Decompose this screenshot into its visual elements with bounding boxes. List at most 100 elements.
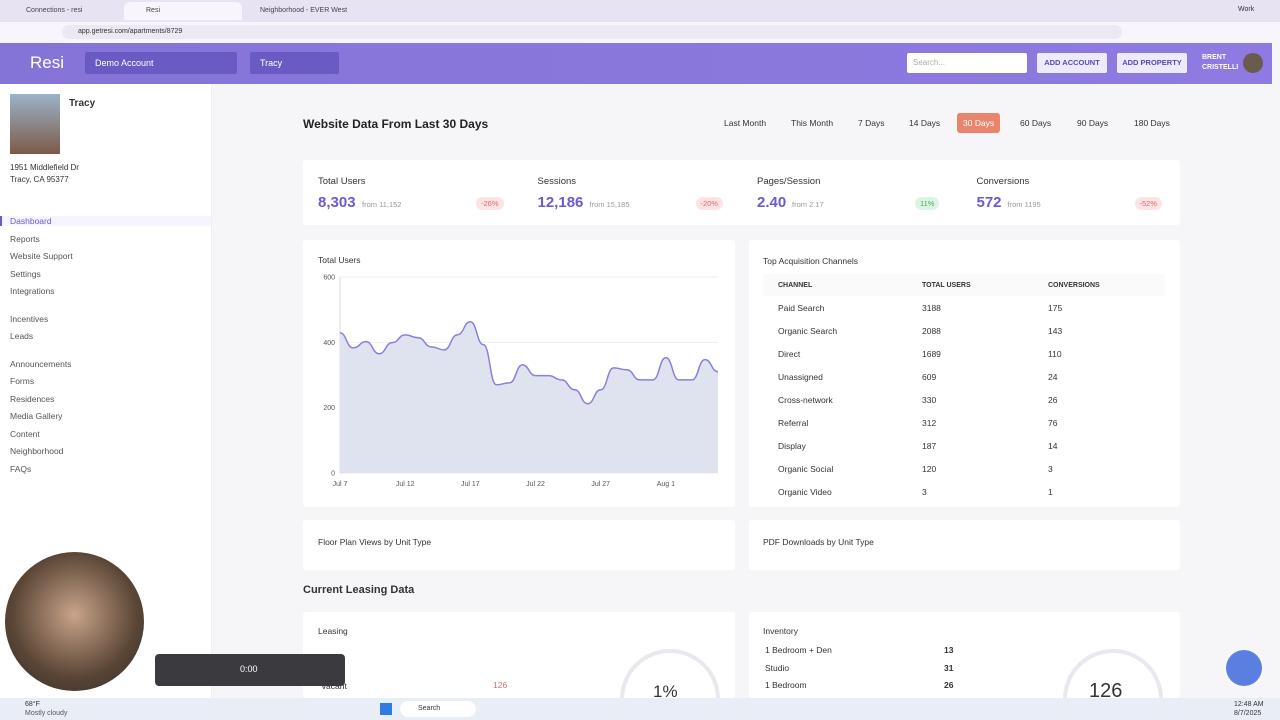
inventory-card: Inventory 126 1 Bedroom + Den 13 Studio 31 1…	[749, 612, 1180, 698]
column-header: TOTAL USERS	[922, 282, 971, 289]
cell: 3188	[922, 303, 941, 313]
kpi-from: from 2.17	[792, 200, 824, 209]
label: Vacant	[321, 681, 347, 691]
add-account[interactable]: ADD ACCOUNT	[1037, 53, 1107, 73]
address: 1951 Middlefield Dr	[10, 163, 79, 172]
date: 8/7/2025	[1234, 710, 1262, 717]
tab[interactable]: Connections - resi	[26, 7, 83, 14]
taskbar-search[interactable]: Search	[400, 701, 476, 717]
nav-item[interactable]: Incentives	[10, 313, 49, 324]
inventory-label: 1 Bedroom + Den	[765, 645, 832, 655]
range-button[interactable]: 60 Days	[1020, 118, 1052, 128]
address: Tracy, CA 95377	[10, 175, 69, 184]
cell: Unassigned	[778, 372, 823, 382]
gauge-label: 126	[1089, 680, 1123, 698]
kpi-value: 8,303	[318, 194, 356, 211]
chart: Total Users 0 200 400 600 Jul 7 Jul 12 Jul 17 J…	[318, 255, 719, 488]
range-button[interactable]: This Month	[791, 118, 834, 128]
column-header: CONVERSIONS	[1048, 282, 1100, 289]
inventory-value: 26	[944, 680, 954, 690]
nav-item[interactable]: FAQs	[10, 463, 32, 474]
chat-button[interactable]	[1226, 650, 1262, 686]
nav-item[interactable]: Media Gallery	[10, 411, 63, 421]
cell: Direct	[778, 349, 801, 359]
range-button[interactable]: Last Month	[724, 118, 767, 128]
card-title: PDF Downloads by Unit Type	[763, 537, 874, 547]
range-button[interactable]: 30 Days	[957, 113, 1001, 133]
cell: 26	[1048, 395, 1058, 405]
range-button[interactable]: 14 Days	[909, 118, 941, 128]
nav-item[interactable]: Settings	[10, 268, 41, 279]
cell: 110	[1048, 349, 1062, 359]
kpi-card: Total Users 8,303 from 11,152 -26% Sessions 1…	[303, 160, 1180, 225]
nav-item[interactable]: Leads	[10, 331, 34, 341]
cell: 76	[1048, 418, 1058, 428]
search[interactable]: Search...	[907, 53, 1027, 73]
kpi-value: 2.40	[757, 194, 787, 211]
range-button[interactable]: 7 Days	[858, 118, 885, 128]
nav-item[interactable]: Website Support	[10, 251, 73, 261]
nav-item[interactable]: Announcements	[10, 358, 72, 369]
kpi-value: 12,186	[537, 194, 584, 211]
user-last: CRISTELLI	[1202, 64, 1239, 71]
taskbar: 68°F Mostly cloudy Search 12:48 AM 8/7/2…	[0, 698, 1280, 720]
nav-item[interactable]: Residences	[10, 393, 55, 404]
cell: Organic Social	[778, 464, 834, 474]
avatar[interactable]	[1243, 53, 1263, 73]
add-property[interactable]: ADD PROPERTY	[1117, 53, 1187, 73]
cell: 3	[922, 487, 927, 497]
nav-item[interactable]: Dashboard	[0, 216, 211, 226]
range-button[interactable]: 90 Days	[1077, 118, 1109, 128]
cell: Organic Video	[778, 487, 832, 497]
cell: 3	[1048, 464, 1053, 474]
tab-bar: Connections - resi Resi Neighborhood - E…	[0, 0, 1280, 32]
cell: Display	[778, 441, 806, 451]
start[interactable]	[380, 703, 392, 715]
nav-item[interactable]: Forms	[10, 376, 35, 386]
gauge-label: 1%	[653, 682, 678, 698]
temp: 68°F	[25, 701, 40, 708]
kpi-change: -26%	[476, 197, 504, 210]
y-tick-label: 600	[323, 275, 335, 282]
inventory-label: 1 Bedroom	[765, 680, 807, 690]
card: Floor Plan Views by Unit Type	[303, 520, 735, 570]
nav-item[interactable]: Integrations	[10, 286, 55, 296]
account-select[interactable]: Demo Account	[85, 52, 237, 74]
clock: 12:48 AM	[1234, 701, 1264, 708]
cell: Cross-network	[778, 395, 833, 405]
kpi-from: from 15,185	[589, 200, 630, 209]
x-tick-label: Aug 1	[657, 481, 675, 488]
chart-card: Total Users 0 200 400 600 Jul 7 Jul 12 Jul 17 J…	[303, 240, 735, 507]
logo[interactable]: Resi	[30, 53, 65, 72]
x-tick-label: Jul 7	[333, 481, 348, 488]
profile[interactable]: Work	[1238, 6, 1255, 13]
kpi-label: Total Users	[318, 176, 366, 187]
nav-item[interactable]: Content	[10, 428, 40, 439]
kpi-value: 572	[976, 194, 1002, 211]
tab[interactable]: Resi	[124, 2, 242, 20]
recorder: 0:00	[155, 654, 345, 686]
cell: 24	[1048, 372, 1058, 382]
kpi-label: Pages/Session	[757, 176, 821, 187]
kpi-label: Sessions	[537, 176, 577, 187]
kpi-label: Conversions	[976, 176, 1030, 187]
recorder-time: 0:00	[240, 664, 258, 674]
property-image	[10, 94, 60, 154]
range-button[interactable]: 180 Days	[1134, 118, 1170, 128]
property-select[interactable]: Tracy	[250, 52, 339, 74]
tab[interactable]: Neighborhood - EVER West La	[260, 7, 348, 32]
url[interactable]: app.getresi.com/apartments/8729	[62, 25, 1122, 39]
nav-item[interactable]: Reports	[10, 233, 40, 244]
cell: 330	[922, 395, 937, 405]
card-title: Leasing	[318, 626, 348, 636]
area	[340, 321, 718, 473]
kpi-from: from 11,152	[362, 200, 402, 209]
cell: 175	[1048, 303, 1063, 313]
cell: 1	[1048, 487, 1053, 497]
cell: 187	[922, 441, 937, 451]
section-title: Website Data From Last 30 Days	[303, 117, 489, 131]
nav-item[interactable]: Neighborhood	[10, 446, 64, 456]
section-title: Current Leasing Data	[303, 584, 415, 596]
inventory-value: 13	[944, 645, 954, 655]
